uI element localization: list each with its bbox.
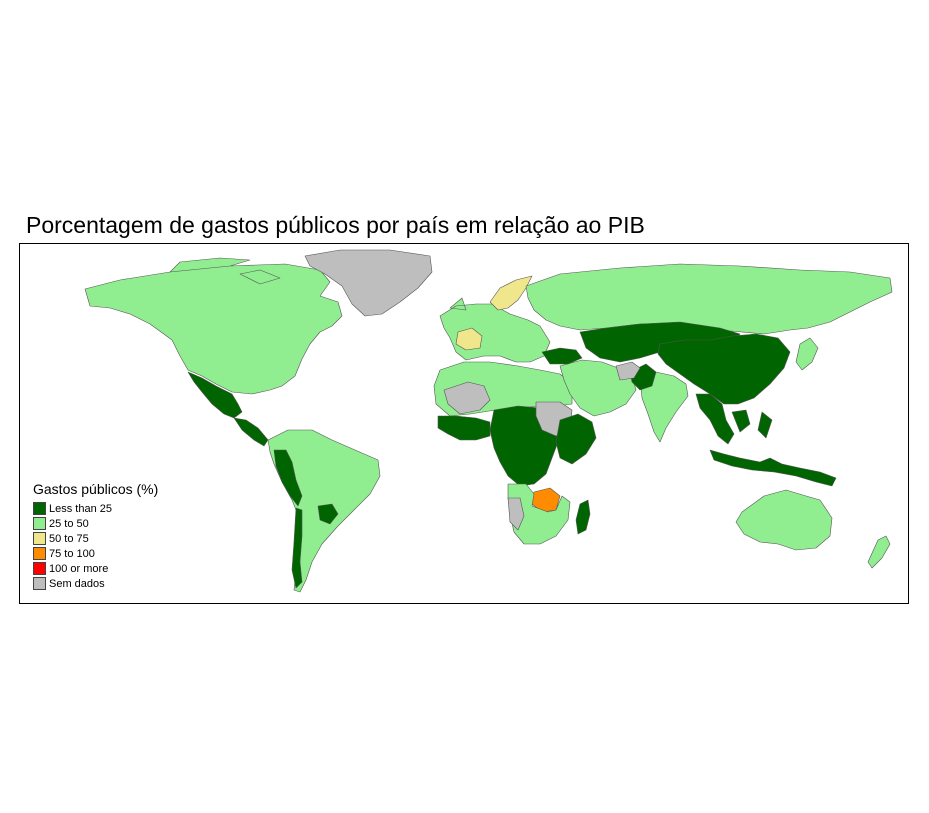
- region-japan: [795, 337, 819, 371]
- legend-label: 25 to 50: [49, 517, 89, 530]
- region-mexico: [187, 371, 243, 419]
- legend-item: 25 to 50: [33, 516, 158, 531]
- region-france: [455, 327, 483, 351]
- region-west-africa: [437, 415, 491, 441]
- region-scandinavia: [489, 275, 533, 311]
- legend-label: 75 to 100: [49, 547, 95, 560]
- region-paraguay: [317, 503, 339, 525]
- region-namibia: [507, 497, 525, 531]
- legend-label: Sem dados: [49, 577, 105, 590]
- region-russia: [525, 263, 893, 335]
- region-new-zealand: [867, 535, 891, 569]
- map-frame: [19, 243, 909, 604]
- legend-swatch: [33, 562, 46, 575]
- region-chile: [291, 507, 303, 589]
- legend-swatch: [33, 577, 46, 590]
- legend-label: 50 to 75: [49, 532, 89, 545]
- region-sahara: [443, 381, 491, 415]
- legend-label: Less than 25: [49, 502, 112, 515]
- world-map: [84, 249, 893, 593]
- region-madagascar: [575, 499, 591, 535]
- legend-title: Gastos públicos (%): [33, 481, 159, 497]
- region-australia: [735, 489, 833, 551]
- legend-swatch: [33, 532, 46, 545]
- map-title: Porcentagem de gastos públicos por país …: [26, 212, 645, 238]
- legend-item: 50 to 75: [33, 531, 158, 546]
- map-legend: Gastos públicos (%) Less than 25 25 to 50…: [33, 481, 158, 591]
- region-peru-ecuador: [273, 449, 303, 507]
- region-middle-east: [559, 359, 637, 417]
- legend-swatch: [33, 502, 46, 515]
- region-afghanistan: [615, 361, 641, 381]
- region-indonesia: [709, 449, 837, 487]
- legend-item: Sem dados: [33, 576, 158, 591]
- legend-swatch: [33, 517, 46, 530]
- region-east-africa: [555, 413, 597, 465]
- region-central-america: [233, 417, 269, 447]
- region-southeast-asia: [695, 393, 773, 445]
- region-india: [639, 371, 689, 443]
- legend-item: 75 to 100: [33, 546, 158, 561]
- region-north-america: [84, 257, 343, 395]
- legend-swatch: [33, 547, 46, 560]
- legend-label: 100 or more: [49, 562, 109, 575]
- region-turkey: [541, 347, 583, 365]
- region-china: [657, 333, 791, 405]
- legend-item: 100 or more: [33, 561, 158, 576]
- region-greenland: [304, 249, 433, 317]
- legend-item: Less than 25: [33, 501, 158, 516]
